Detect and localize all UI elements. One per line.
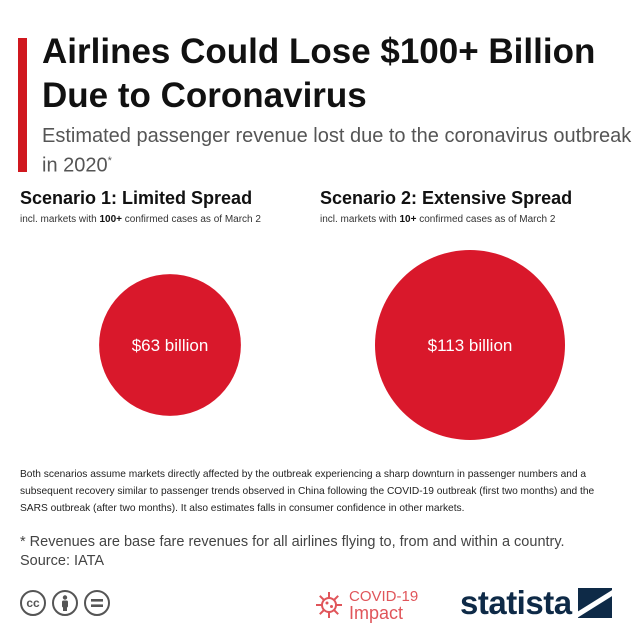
bubble-label-scenario-1: $63 billion	[132, 336, 209, 355]
cc-icon[interactable]: cc	[20, 590, 46, 616]
scenario-1-note-prefix: incl. markets with	[20, 214, 100, 225]
scenario-1-note-threshold: 100+	[99, 214, 122, 225]
title-accent-bar	[18, 38, 27, 172]
subtitle-text: Estimated passenger revenue lost due to …	[42, 125, 632, 177]
statista-wordmark: statista	[460, 584, 572, 621]
statista-logo[interactable]: statista	[460, 584, 612, 622]
footnote-block: * Revenues are base fare revenues for al…	[20, 533, 630, 571]
scenario-1-note-suffix: confirmed cases as of March 2	[122, 214, 261, 225]
scenario-2-title: Scenario 2: Extensive Spread	[320, 188, 573, 208]
chart-title: Airlines Could Lose $100+ Billion Due to…	[42, 32, 596, 115]
covid-impact-logo: COVID-19 Impact	[315, 588, 418, 622]
scenario-2-note-threshold: 10+	[399, 214, 417, 225]
scenario-2-note: incl. markets with 10+ confirmed cases a…	[320, 214, 555, 225]
source-line: Source: IATA	[20, 553, 105, 569]
bubble-scenario-1	[99, 274, 241, 416]
impact-label: Impact	[349, 603, 404, 623]
attribution-icon[interactable]	[52, 590, 78, 616]
license-icons: cc	[20, 590, 110, 616]
scenario-1-title: Scenario 1: Limited Spread	[20, 188, 253, 208]
scenario-2-note-suffix: confirmed cases as of March 2	[416, 214, 556, 225]
subtitle-footnote-marker: *	[107, 155, 112, 167]
scenario-1-note: incl. markets with 100+ confirmed cases …	[20, 214, 261, 225]
covid-label: COVID-19	[349, 588, 419, 605]
no-derivatives-icon[interactable]	[84, 590, 110, 616]
methodology-note: Both scenarios assume markets directly a…	[20, 469, 595, 514]
covid-impact-text: COVID-19 Impact	[349, 588, 418, 622]
statista-mark-icon	[577, 588, 612, 618]
virus-icon	[316, 592, 342, 618]
revenue-footnote: * Revenues are base fare revenues for al…	[20, 534, 565, 550]
chart-subtitle: Estimated passenger revenue lost due to …	[42, 124, 632, 179]
scenario-2-note-prefix: incl. markets with	[320, 214, 400, 225]
bubble-label-scenario-2: $113 billion	[428, 336, 513, 355]
bubble-scenario-2	[375, 250, 565, 440]
